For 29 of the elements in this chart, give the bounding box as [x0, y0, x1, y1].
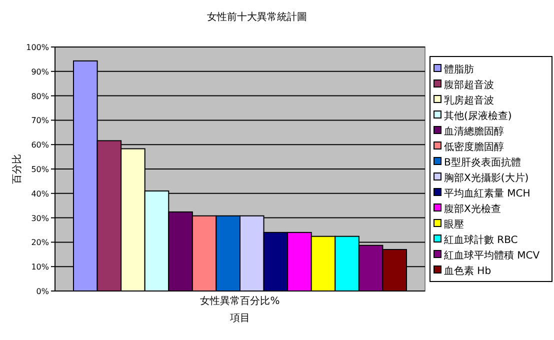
legend-label: 眼壓 — [444, 218, 464, 230]
legend-label: 紅血球平均體積 MCV — [444, 250, 540, 262]
legend-label: 胸部X光攝影(大片) — [444, 172, 529, 184]
y-tick-label: 40% — [31, 189, 50, 198]
y-tick-label: 90% — [31, 67, 50, 76]
legend-label: 低密度膽固醇 — [444, 141, 504, 153]
y-tick-label: 10% — [31, 262, 50, 272]
y-tick-label: 20% — [31, 238, 50, 248]
x-axis-title: 項目 — [230, 313, 250, 324]
legend-label: 乳房超音波 — [444, 94, 494, 106]
y-tick-label: 100% — [26, 43, 50, 52]
legend-label: 血色素 Hb — [444, 265, 492, 277]
legend-label: 體脂肪 — [444, 64, 474, 76]
legend-label: B型肝炎表面抗體 — [444, 156, 521, 168]
y-tick-label: 70% — [31, 116, 50, 126]
y-tick-label: 30% — [31, 214, 50, 223]
legend-label: 紅血球計數 RBC — [444, 234, 518, 246]
y-axis-title: 百分比 — [11, 154, 23, 184]
legend-label: 腹部X光檢查 — [444, 203, 501, 215]
legend-label: 其他(尿液檢查) — [444, 110, 512, 122]
chart-title: 女性前十大異常統計圖 — [207, 11, 307, 23]
y-tick-label: 60% — [31, 140, 50, 150]
legend-label: 腹部超音波 — [444, 79, 494, 91]
y-tick-label: 0% — [36, 287, 50, 296]
y-tick-label: 80% — [31, 92, 50, 101]
y-tick-label: 50% — [31, 165, 50, 174]
x-tick-label: 女性異常百分比% — [200, 295, 280, 307]
legend-label: 血清總膽固醇 — [444, 126, 504, 138]
legend-label: 平均血紅素量 MCH — [444, 188, 530, 200]
